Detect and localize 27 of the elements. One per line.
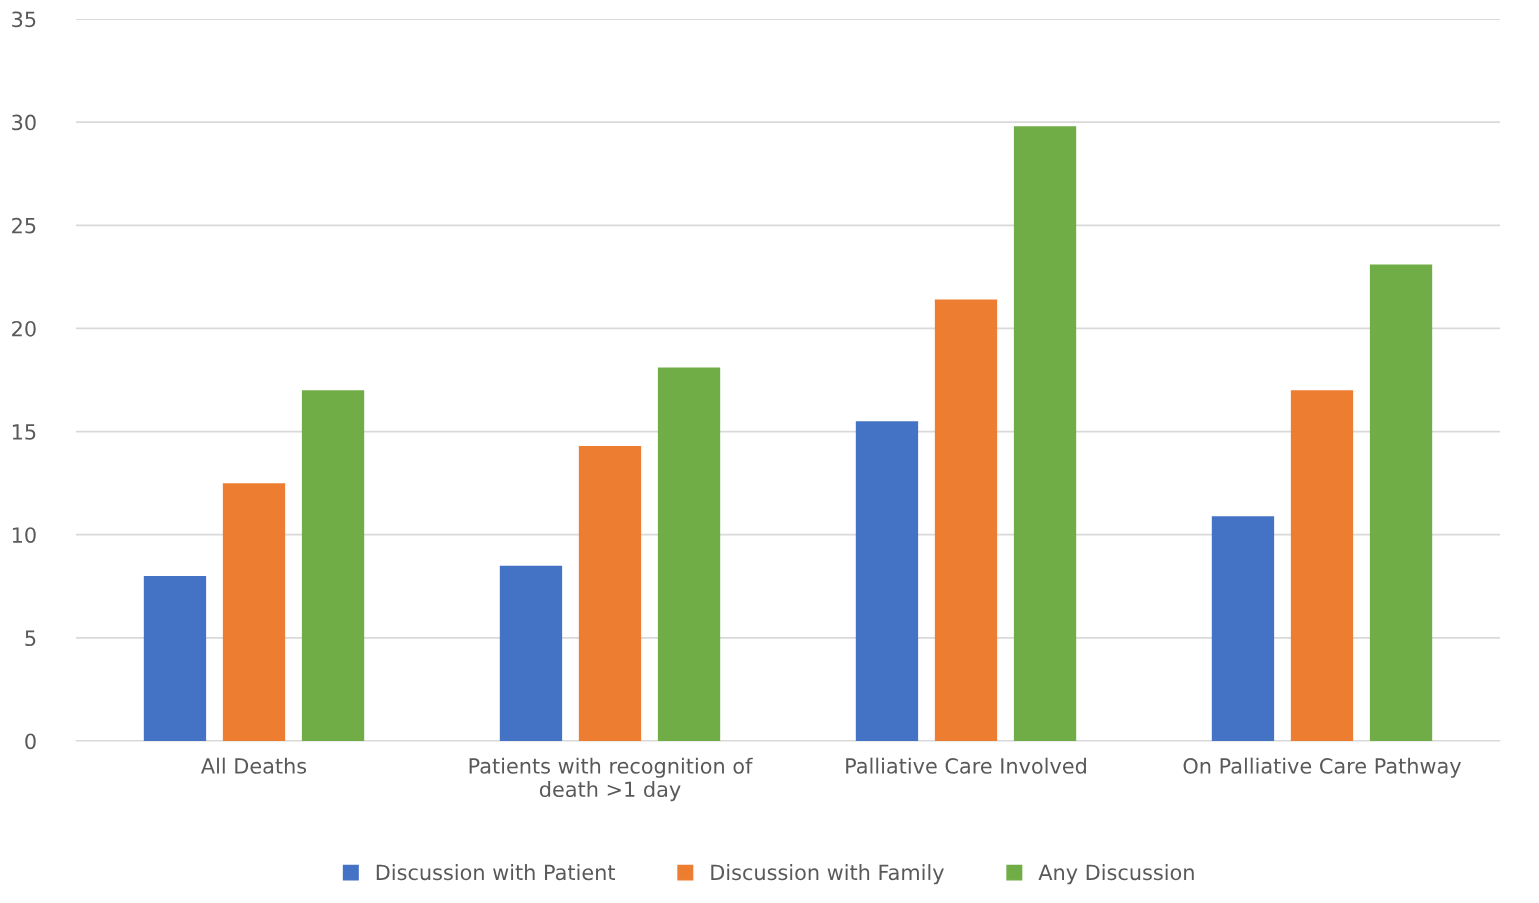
bar <box>657 367 721 741</box>
bar <box>143 575 207 741</box>
y-tick-label: 0 <box>25 733 36 750</box>
legend-label: Any Discussion <box>1038 864 1194 885</box>
y-tick-label: 10 <box>12 527 36 543</box>
bar <box>222 483 286 741</box>
bar <box>301 390 365 741</box>
bar <box>1290 390 1354 741</box>
bar <box>1013 126 1077 741</box>
x-tick-label: Palliative Care Involved <box>846 757 1086 774</box>
y-tick-label: 35 <box>12 11 36 28</box>
y-tick-label: 30 <box>12 114 36 131</box>
x-tick-label: Patients with recognition of death >1 day <box>469 757 753 802</box>
legend-label: Discussion with Family <box>711 864 944 885</box>
bar <box>855 421 919 741</box>
y-tick-label: 20 <box>12 320 36 337</box>
y-tick-label: 5 <box>25 630 36 647</box>
y-tick-label: 15 <box>12 424 36 440</box>
bar <box>1369 264 1433 741</box>
y-tick-label: 25 <box>12 217 36 234</box>
x-tick-label: All Deaths <box>201 757 307 774</box>
bar <box>934 299 998 741</box>
bar <box>578 446 642 741</box>
bar <box>1211 516 1275 741</box>
bar <box>499 565 563 741</box>
x-tick-label: On Palliative Care Pathway <box>1183 757 1461 778</box>
legend-label: Discussion with Patient <box>376 864 616 881</box>
